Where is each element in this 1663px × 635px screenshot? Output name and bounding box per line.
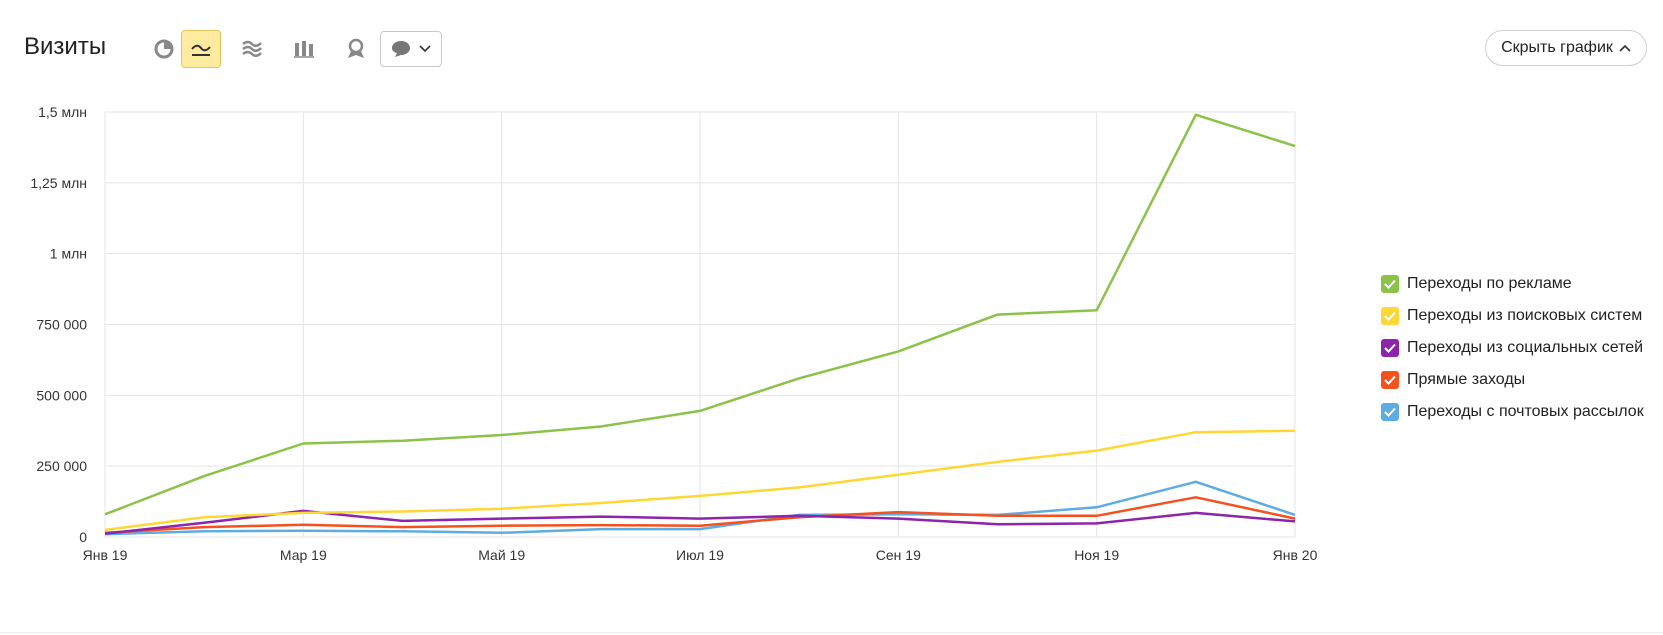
line-chart-icon <box>191 44 211 56</box>
stacked-area-icon <box>242 40 262 57</box>
checkbox-checked-icon[interactable] <box>1381 403 1399 421</box>
y-tick-label: 750 000 <box>36 317 87 333</box>
x-tick-label: Сен 19 <box>876 547 921 563</box>
hide-chart-label: Скрыть график <box>1501 39 1613 56</box>
x-tick-label: Янв 20 <box>1273 547 1318 563</box>
chevron-up-icon <box>1619 44 1631 52</box>
report-header: Визиты <box>0 0 1663 100</box>
chart-type-column-button[interactable] <box>284 30 324 68</box>
series-line[interactable] <box>104 496 1296 535</box>
x-tick-label: Май 19 <box>478 547 525 563</box>
y-tick-label: 1 млн <box>50 246 87 262</box>
chart-legend: Переходы по рекламе Переходы из поисковых… <box>1381 268 1644 428</box>
y-tick-label: 1,25 млн <box>30 175 87 191</box>
legend-label: Переходы из социальных сетей <box>1407 339 1644 356</box>
y-tick-label: 500 000 <box>36 387 87 403</box>
legend-item[interactable]: Переходы по рекламе <box>1381 268 1644 300</box>
checkbox-checked-icon[interactable] <box>1381 275 1399 293</box>
series-line[interactable] <box>104 429 1296 532</box>
divider <box>0 632 1663 633</box>
legend-label: Переходы с почтовых рассылок <box>1407 403 1644 420</box>
chart-type-area-button[interactable] <box>232 30 272 68</box>
series-line[interactable] <box>104 509 1296 535</box>
series-line[interactable] <box>104 113 1296 516</box>
x-tick-label: Ноя 19 <box>1074 547 1119 563</box>
y-tick-label: 0 <box>79 529 87 545</box>
x-tick-label: Мар 19 <box>280 547 327 563</box>
chevron-down-icon <box>419 45 431 53</box>
y-tick-label: 1,5 млн <box>38 104 87 120</box>
hide-chart-button[interactable]: Скрыть график <box>1485 30 1647 66</box>
chart-type-line-button[interactable] <box>181 30 221 68</box>
legend-label: Переходы из поисковых систем <box>1407 307 1643 324</box>
checkbox-checked-icon[interactable] <box>1381 371 1399 389</box>
checkbox-checked-icon[interactable] <box>1381 307 1399 325</box>
legend-label: Переходы по рекламе <box>1407 275 1572 292</box>
page-title: Визиты <box>24 33 107 60</box>
series-line[interactable] <box>104 480 1296 536</box>
legend-item[interactable]: Переходы с почтовых рассылок <box>1381 396 1644 428</box>
column-chart-icon <box>294 41 314 58</box>
chart-type-pie-button[interactable] <box>144 30 184 68</box>
chart-type-map-button[interactable] <box>336 30 376 68</box>
legend-item[interactable]: Переходы из социальных сетей <box>1381 332 1644 364</box>
map-icon <box>348 38 364 58</box>
checkbox-checked-icon[interactable] <box>1381 339 1399 357</box>
pie-chart-icon <box>154 39 174 59</box>
legend-label: Прямые заходы <box>1407 371 1526 388</box>
comment-icon <box>392 41 410 57</box>
legend-item[interactable]: Прямые заходы <box>1381 364 1644 396</box>
legend-item[interactable]: Переходы из поисковых систем <box>1381 300 1644 332</box>
y-tick-label: 250 000 <box>36 458 87 474</box>
annotations-dropdown[interactable] <box>380 31 442 67</box>
line-chart: 0 250 000 500 000 750 000 1 млн 1,25 млн 1,5 м… <box>30 104 1318 563</box>
x-tick-label: Янв 19 <box>83 547 128 563</box>
x-tick-label: Июл 19 <box>676 547 724 563</box>
